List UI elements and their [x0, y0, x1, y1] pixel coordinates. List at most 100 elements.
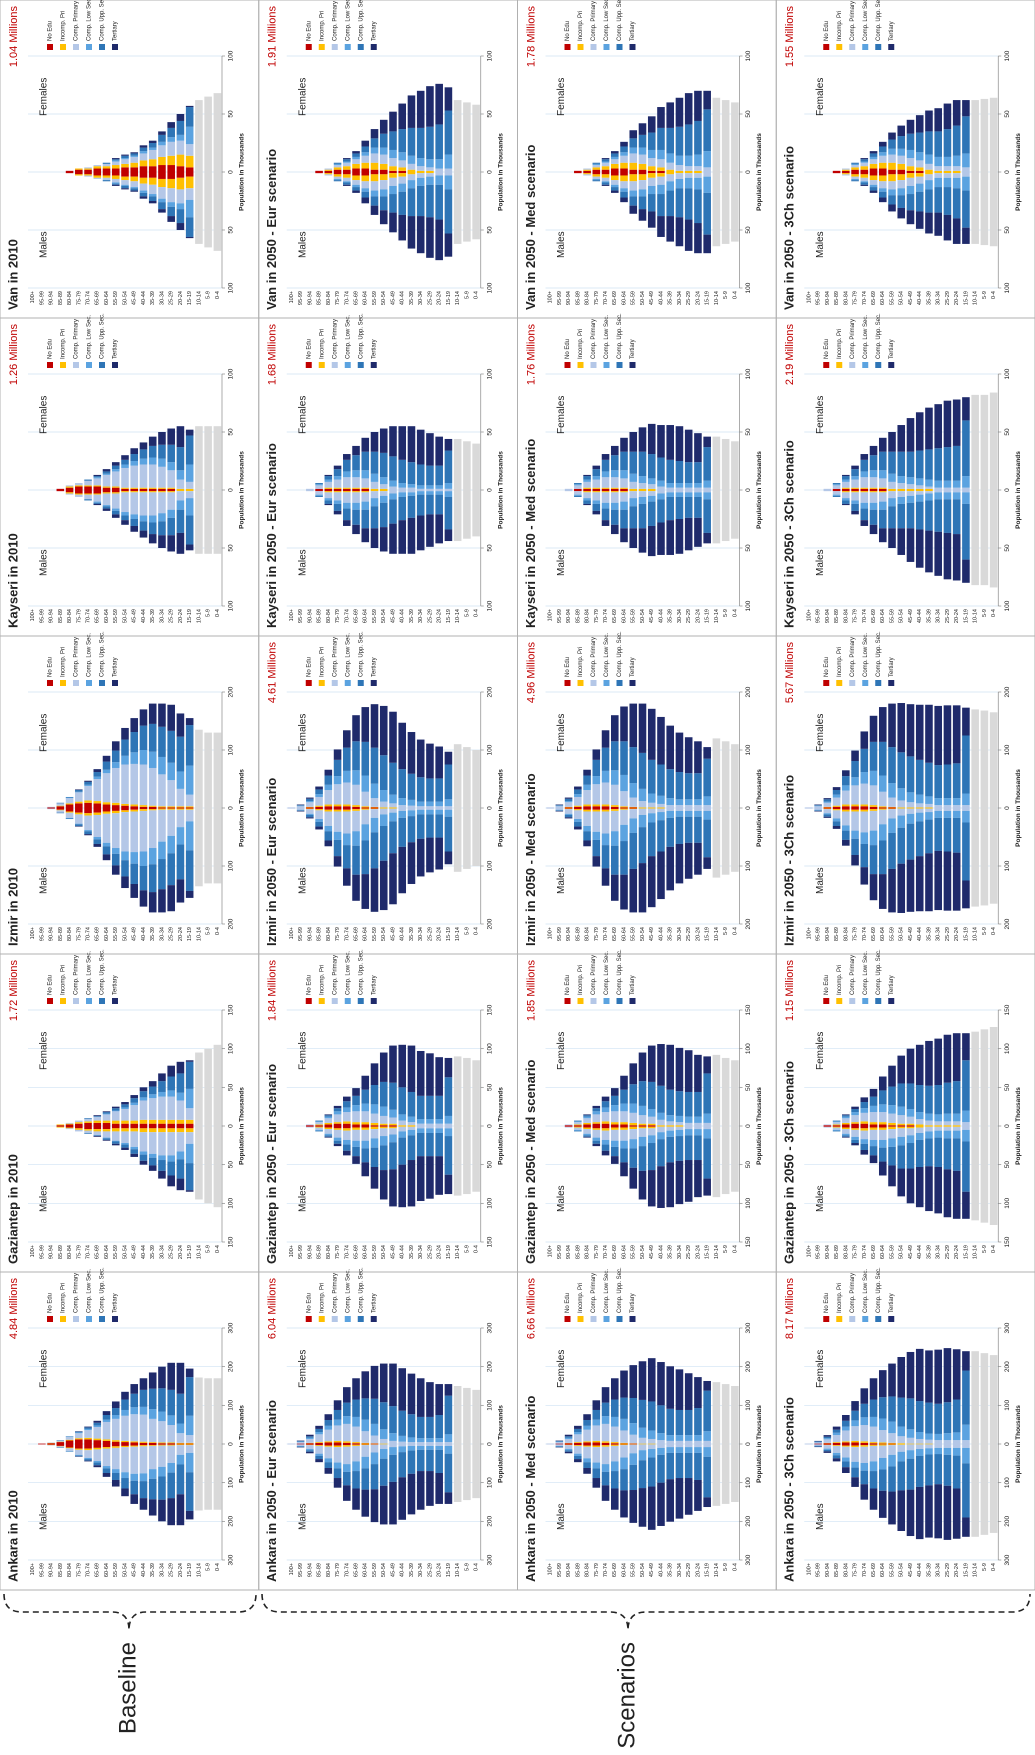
bar-male [370, 491, 379, 499]
bar-male [629, 1126, 638, 1130]
bar-male [158, 209, 166, 213]
bar-male [121, 491, 129, 493]
bar-male [111, 493, 120, 509]
bar-male [352, 874, 360, 901]
bar-female [601, 1423, 610, 1442]
bar-male [158, 889, 166, 913]
bar-male [93, 503, 102, 506]
bar-male [93, 1444, 102, 1448]
bar-male [315, 1126, 323, 1128]
bar-male [167, 853, 175, 886]
bar-female [111, 1108, 120, 1111]
bar-female [139, 805, 148, 807]
bar-male [638, 1136, 647, 1147]
bar-female [389, 711, 397, 763]
bar-female [333, 784, 342, 805]
legend-swatch [318, 680, 325, 686]
bar-male [361, 491, 370, 493]
legend-swatch [99, 1316, 105, 1322]
bar-female [167, 1090, 175, 1097]
bar-male [148, 1126, 157, 1129]
x-tick-label: 100 [745, 282, 752, 293]
bar-female [583, 775, 591, 785]
bar-male [638, 491, 647, 497]
age-label: 0-4 [732, 1563, 738, 1571]
bar-female [93, 477, 102, 479]
bar-female [296, 804, 305, 806]
bar-female [610, 1378, 619, 1400]
x-tick-label: 100 [228, 1400, 235, 1411]
bar-male [601, 490, 610, 492]
bar-female [185, 1061, 194, 1089]
bar-male [370, 181, 379, 191]
bar-male [102, 1473, 111, 1477]
bar-female [176, 134, 185, 141]
age-label: 25-29 [427, 291, 433, 305]
bar-female [167, 165, 175, 172]
bar-male [130, 1494, 139, 1504]
legend-label: Comp. Primary [332, 319, 338, 359]
bar-female [666, 1440, 675, 1444]
bar-male [583, 1135, 591, 1137]
bar-female [361, 451, 370, 471]
bar-female [620, 1124, 628, 1126]
bar-female [287, 807, 296, 808]
bar-female [139, 1123, 148, 1126]
bar-male [121, 1128, 129, 1132]
bar-female [629, 1084, 638, 1104]
bar-male [139, 177, 148, 184]
bar-female [426, 801, 434, 807]
bar-female [343, 730, 351, 748]
bar-male [629, 491, 638, 499]
bar-male [684, 816, 693, 843]
legend-swatch [99, 362, 105, 368]
bar-male [361, 175, 370, 182]
bar-female [555, 804, 564, 806]
bar-male [721, 1444, 730, 1504]
bar-male [130, 1126, 139, 1129]
bar-female [121, 1415, 129, 1441]
bar-female [666, 769, 675, 799]
x-tick-label: 0 [228, 1442, 235, 1446]
bar-female [398, 160, 407, 168]
age-label: 10-14 [196, 927, 202, 941]
bar-female [592, 759, 601, 777]
bar-male [324, 503, 333, 506]
bar-female [324, 1114, 333, 1116]
bar-male [601, 1446, 610, 1465]
bar-male [158, 808, 166, 809]
age-label: 95-99 [39, 1245, 45, 1259]
legend-swatch [73, 998, 79, 1004]
legend-swatch [577, 680, 584, 686]
bar-male [130, 1128, 139, 1132]
x-axis-label: Population in Thousands [239, 1087, 246, 1165]
bar-female [65, 1123, 74, 1125]
x-tick-label: 50 [228, 544, 235, 552]
legend-label: Incomp. Pri [578, 647, 584, 677]
bar-male [167, 1472, 175, 1499]
bar-female [75, 1432, 83, 1434]
bar-female [167, 487, 175, 489]
bar-female [407, 95, 416, 128]
bar-male [333, 492, 342, 501]
bar-male [583, 490, 591, 492]
bar-male [324, 500, 333, 504]
bar-female [583, 1414, 591, 1421]
bar-male [213, 1126, 222, 1208]
bar-male [130, 181, 139, 188]
age-label: 85-89 [575, 1563, 581, 1577]
bar-male [407, 172, 416, 175]
bar-female [111, 1440, 120, 1442]
bar-male [121, 1143, 129, 1145]
bar-female [694, 799, 702, 806]
bar-male [93, 812, 102, 815]
bar-female [93, 1120, 102, 1123]
bar-male [407, 517, 416, 554]
bar-female [684, 737, 693, 774]
bar-female [379, 801, 388, 808]
bar-female [296, 806, 305, 808]
bar-female [472, 1389, 480, 1444]
bar-female [416, 1119, 425, 1124]
bar-male [65, 1127, 74, 1129]
sex-label: Females [39, 1032, 50, 1070]
